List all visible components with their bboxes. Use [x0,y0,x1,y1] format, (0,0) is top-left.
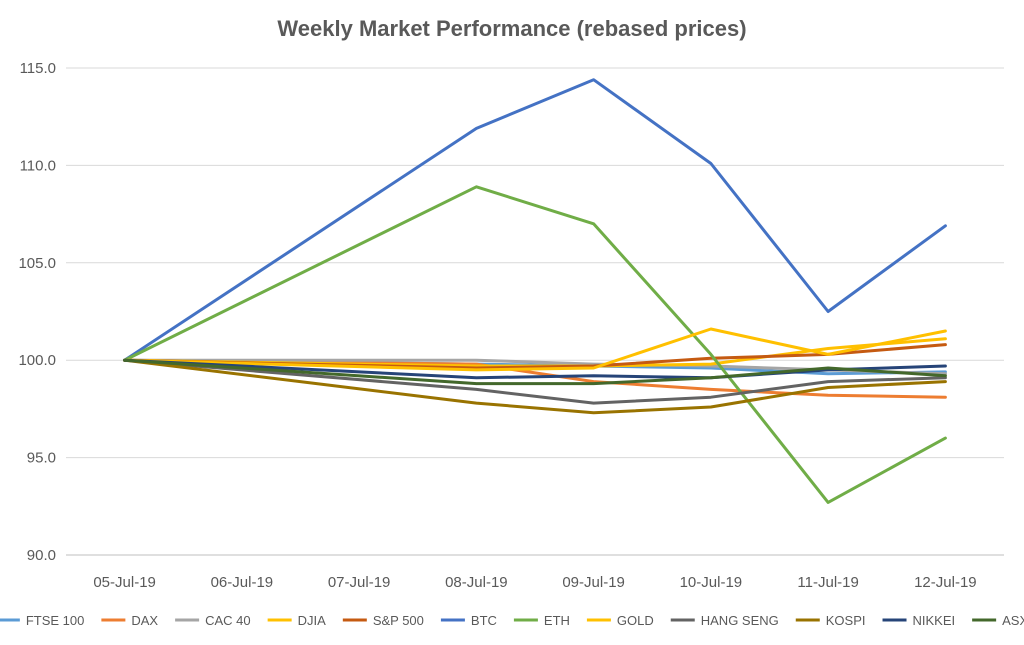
legend-label: GOLD [617,613,654,628]
legend-item-eth: ETH [513,613,570,628]
legend-item-cac-40: CAC 40 [175,613,251,628]
y-tick-label: 115.0 [20,60,56,77]
x-tick-label: 08-Jul-19 [445,574,508,591]
legend-item-asx: ASX [972,613,1024,628]
legend-item-hang-seng: HANG SENG [670,613,779,628]
series-line-djia [123,337,947,368]
legend-label: NIKKEI [913,613,956,628]
series-line-gold [123,327,947,372]
series-line-s-p-500 [123,343,947,370]
series-lines [123,78,947,504]
chart-title: Weekly Market Performance (rebased price… [277,16,747,41]
legend-item-btc: BTC [440,613,497,628]
x-tick-label: 06-Jul-19 [211,574,274,591]
axes: 90.0 95.0 100.0 105.0 110.0 115.0 05-Jul-19 06-… [18,60,976,591]
legend-item-dax: DAX [101,613,158,628]
y-tick-label: 100.0 [18,352,56,369]
series-line-hang-seng [123,358,947,405]
legend-label: S&P 500 [373,613,424,628]
x-tick-label: 05-Jul-19 [93,574,156,591]
x-tick-label: 11-Jul-19 [797,574,858,591]
legend-label: ETH [544,613,570,628]
legend-item-s-p-500: S&P 500 [342,613,424,628]
y-tick-label: 110.0 [20,157,56,174]
y-tick-label: 95.0 [27,450,56,467]
legend-item-djia: DJIA [267,613,327,628]
x-tick-label: 10-Jul-19 [680,574,743,591]
legend-label: ASX [1002,613,1024,628]
x-tick-label: 07-Jul-19 [328,574,391,591]
legend-label: BTC [471,613,497,628]
legend: FTSE 100 DAX CAC 40 DJIA S&P 500 BTC ETH GOLD HA… [0,613,1024,628]
legend-item-kospi: KOSPI [795,613,866,628]
legend-item-ftse-100: FTSE 100 [0,613,84,628]
y-tick-label: 90.0 [27,547,56,564]
legend-label: KOSPI [826,613,866,628]
series-line-kospi [123,358,947,415]
y-tick-label: 105.0 [18,255,56,272]
legend-item-gold: GOLD [586,613,654,628]
x-tick-label: 09-Jul-19 [562,574,625,591]
legend-label: FTSE 100 [26,613,85,628]
series-line-btc [123,78,947,362]
legend-label: CAC 40 [205,613,251,628]
series-line-asx [123,358,947,386]
legend-label: DJIA [298,613,327,628]
legend-label: DAX [131,613,158,628]
x-tick-label: 12-Jul-19 [914,574,977,591]
series-line-dax [123,358,947,399]
series-line-eth [123,185,947,504]
legend-label: HANG SENG [701,613,779,628]
legend-item-nikkei: NIKKEI [882,613,956,628]
